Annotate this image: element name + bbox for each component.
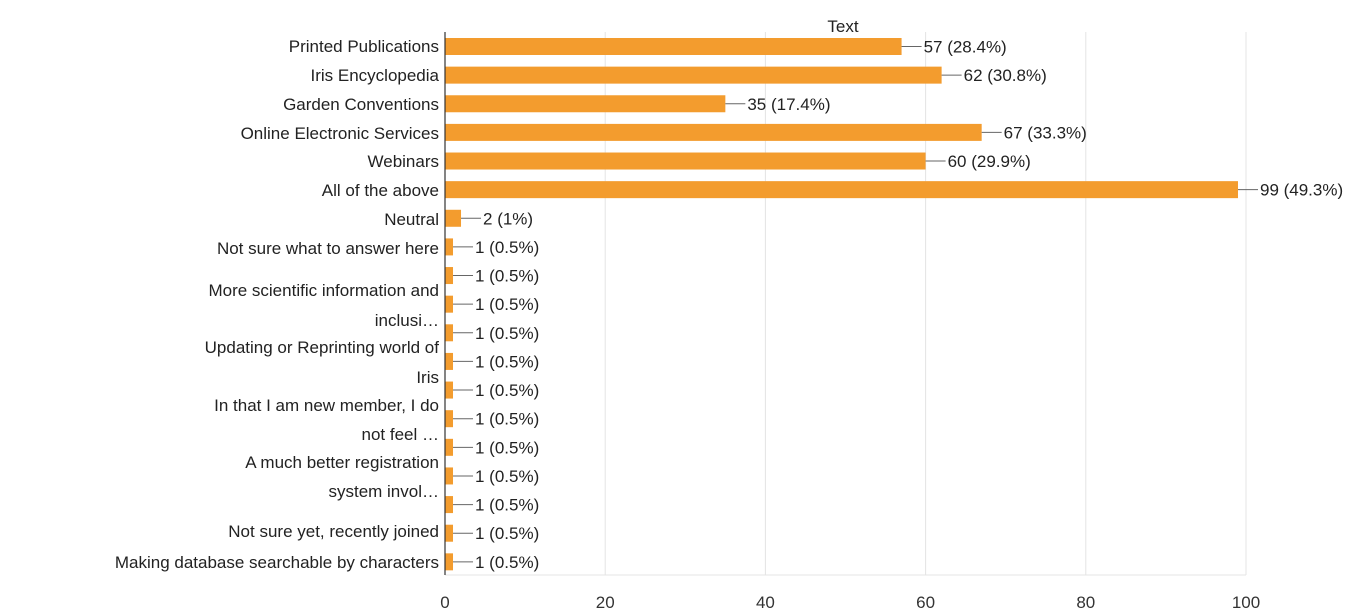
- bar: [445, 295, 454, 313]
- bar: [445, 209, 462, 227]
- category-label: not feel …: [362, 425, 440, 444]
- bar: [445, 381, 454, 399]
- bar: [445, 410, 454, 428]
- value-label: 67 (33.3%): [1004, 123, 1087, 142]
- x-tick-label: 0: [440, 593, 449, 610]
- value-label: 1 (0.5%): [475, 238, 539, 257]
- value-label: 57 (28.4%): [924, 38, 1007, 57]
- x-tick-label: 40: [756, 593, 775, 610]
- bar: [445, 496, 454, 514]
- value-label: 1 (0.5%): [475, 438, 539, 457]
- label-layer: 57 (28.4%) 62 (30.8%) 35 (17.4%) 67 (33.3%)…: [115, 37, 1343, 572]
- bar: [445, 238, 454, 256]
- value-label: 62 (30.8%): [964, 66, 1047, 85]
- category-label: Neutral: [384, 210, 439, 229]
- value-label: 1 (0.5%): [475, 410, 539, 429]
- category-label: In that I am new member, I do: [214, 396, 439, 415]
- category-label: Not sure yet, recently joined: [228, 522, 439, 541]
- bar: [445, 66, 942, 84]
- bar: [445, 524, 454, 542]
- bar: [445, 267, 454, 285]
- category-label: Not sure what to answer here: [217, 239, 439, 258]
- category-label: Garden Conventions: [283, 95, 439, 114]
- category-label: Printed Publications: [289, 37, 439, 56]
- x-tick-label: 100: [1232, 593, 1260, 610]
- grid-layer: [445, 32, 1247, 576]
- category-label: More scientific information and: [208, 281, 439, 300]
- category-label: Online Electronic Services: [241, 124, 439, 143]
- bar: [445, 152, 926, 170]
- value-label: 1 (0.5%): [475, 324, 539, 343]
- bar: [445, 181, 1238, 199]
- chart-title: Text: [827, 17, 858, 36]
- value-label: 1 (0.5%): [475, 295, 539, 314]
- category-label: system invol…: [328, 482, 439, 501]
- bar-layer: [445, 38, 1238, 571]
- value-label: 35 (17.4%): [747, 95, 830, 114]
- value-label: 1 (0.5%): [475, 352, 539, 371]
- category-label: Webinars: [368, 152, 440, 171]
- bar: [445, 553, 454, 571]
- value-label: 1 (0.5%): [475, 467, 539, 486]
- category-label: A much better registration: [245, 453, 439, 472]
- bar: [445, 123, 982, 141]
- category-label: All of the above: [322, 181, 439, 200]
- value-label: 60 (29.9%): [948, 152, 1031, 171]
- category-label: Making database searchable by characters: [115, 553, 439, 572]
- value-label: 2 (1%): [483, 209, 533, 228]
- value-label: 1 (0.5%): [475, 524, 539, 543]
- bar: [445, 352, 454, 370]
- bar: [445, 438, 454, 456]
- value-label: 1 (0.5%): [475, 381, 539, 400]
- bar: [445, 95, 726, 113]
- category-label: Iris: [416, 368, 439, 387]
- value-label: 1 (0.5%): [475, 553, 539, 572]
- tick-layer: 0 20 40 60 80 100: [440, 32, 1260, 612]
- x-tick-label: 20: [596, 593, 615, 610]
- category-label: Iris Encyclopedia: [310, 66, 439, 85]
- bar: [445, 324, 454, 342]
- category-label: Updating or Reprinting world of: [205, 338, 440, 357]
- value-label: 1 (0.5%): [475, 267, 539, 286]
- value-label: 99 (49.3%): [1260, 181, 1343, 200]
- x-tick-label: 80: [1076, 593, 1095, 610]
- x-tick-label: 60: [916, 593, 935, 610]
- category-label: inclusi…: [375, 311, 439, 330]
- bar: [445, 38, 902, 55]
- value-label: 1 (0.5%): [475, 496, 539, 515]
- bar: [445, 467, 454, 485]
